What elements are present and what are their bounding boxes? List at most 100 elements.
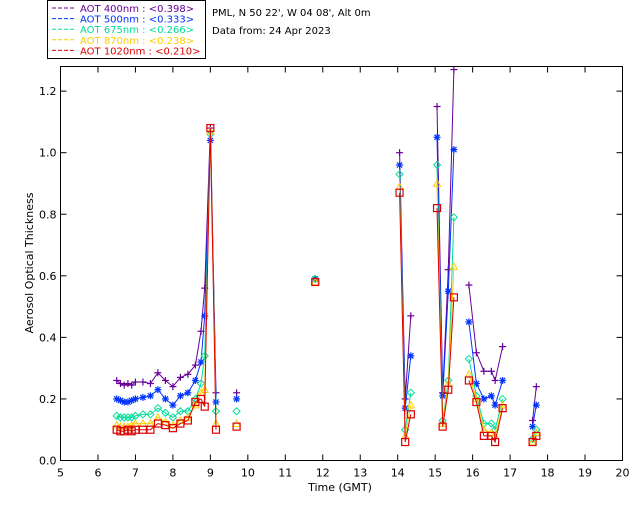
data-point-1020-0-17 [211,425,221,434]
data-point-400-0-1 [116,380,124,388]
series-line-1020-3 [399,192,412,443]
data-point-1020-5-5 [498,404,507,413]
y-tick-label-0.0: 0.0 [39,455,57,468]
data-point-400-5-3 [487,367,495,375]
data-point-675-0-2 [119,413,129,422]
data-point-675-3-0 [395,170,404,179]
data-point-870-3-2 [406,400,416,409]
data-point-500-0-12 [184,389,192,397]
data-point-1020-4-0 [432,203,442,213]
data-point-1020-3-2 [406,410,415,419]
data-point-400-6-1 [532,383,540,391]
y-tick-label-0.8: 0.8 [39,208,57,221]
x-tick-label-20: 20 [616,467,630,480]
data-point-500-6-0 [529,423,537,431]
data-point-500-0-8 [154,386,162,394]
y-tick-label-1.2: 1.2 [39,85,57,98]
data-point-500-0-5 [131,395,139,403]
data-point-400-0-10 [169,383,177,391]
data-point-400-0-5 [131,378,139,386]
x-tick-label-14: 14 [391,467,405,480]
data-point-870-2-0 [310,277,320,286]
data-point-400-0-3 [124,380,132,388]
x-tick-label-12: 12 [316,467,330,480]
data-point-675-0-6 [138,410,148,419]
data-point-400-0-0 [113,376,121,384]
data-point-400-1-0 [233,389,241,397]
data-point-1020-5-1 [472,397,481,407]
x-tick-label-17: 17 [503,467,517,480]
legend-entry-500: AOT 500nm : <0.333> [80,15,194,26]
data-point-400-5-1 [472,349,480,357]
date-label: Data from: 24 Apr 2023 [212,26,331,37]
data-point-1020-5-0 [464,376,473,385]
x-tick-label-5: 5 [57,467,64,480]
legend-entry-870: AOT 870nm : <0.238> [80,36,194,47]
data-point-1020-0-15 [200,402,209,411]
data-point-500-4-3 [450,146,458,154]
data-point-1020-1-0 [232,422,241,431]
data-point-400-0-8 [154,369,162,377]
data-point-1020-0-16 [206,123,215,133]
data-point-870-4-3 [449,262,459,270]
legend-entry-400: AOT 400nm : <0.398> [80,4,194,15]
data-point-870-4-0 [432,178,442,187]
data-point-400-0-6 [139,378,147,386]
data-point-500-0-9 [161,395,169,403]
data-point-1020-5-4 [491,437,500,447]
data-point-500-5-3 [487,392,495,400]
x-tick-label-10: 10 [241,467,255,480]
data-point-500-3-0 [396,161,404,169]
data-point-500-6-1 [532,401,540,409]
data-point-1020-4-1 [438,422,447,431]
y-tick-label-1.0: 1.0 [39,147,57,160]
data-point-400-4-3 [450,66,458,74]
data-point-675-0-9 [161,408,170,417]
data-point-400-3-0 [396,149,404,157]
data-point-400-5-2 [480,367,488,375]
data-point-400-5-5 [499,343,507,351]
y-tick-label-0.4: 0.4 [39,331,57,344]
data-point-400-0-9 [161,376,169,384]
series-line-870-5 [468,374,504,437]
data-point-675-0-3 [123,413,133,422]
legend-entry-1020: AOT 1020nm : <0.210> [80,46,200,57]
data-point-500-5-2 [480,395,488,403]
data-point-675-4-0 [432,160,442,170]
data-point-675-0-14 [196,379,206,388]
data-point-675-0-1 [116,413,125,422]
x-tick-label-11: 11 [278,467,292,480]
data-point-1020-6-1 [532,431,541,440]
data-point-400-5-0 [465,281,473,289]
x-tick-label-6: 6 [94,467,101,480]
data-point-400-0-7 [146,380,154,388]
data-point-500-5-0 [465,318,473,326]
series-line-500-5 [468,321,504,407]
data-point-400-6-0 [529,416,537,424]
data-point-675-0-11 [176,407,185,416]
x-tick-label-18: 18 [541,467,555,480]
legend: AOT 400nm : <0.398>AOT 500nm : <0.333> AO… [47,0,206,59]
x-tick-label-16: 16 [466,467,480,480]
data-point-500-4-0 [433,133,441,141]
data-point-400-0-11 [176,373,184,381]
data-point-675-1-0 [232,407,241,416]
y-axis-label: Aerosol Optical Thickness [23,192,36,333]
data-point-500-3-2 [407,352,415,360]
data-point-500-0-11 [176,392,184,400]
data-point-500-0-15 [201,312,209,320]
data-point-500-4-2 [444,287,452,295]
series-line-500-4 [436,137,455,396]
y-tick-label-0.6: 0.6 [39,270,57,283]
x-tick-label-13: 13 [353,467,367,480]
data-point-1020-0-14 [196,394,206,404]
x-tick-label-8: 8 [169,467,176,480]
x-tick-label-9: 9 [207,467,214,480]
data-point-870-0-13 [191,400,200,409]
data-point-675-2-0 [311,274,320,284]
data-point-400-5-4 [491,376,499,384]
series-line-500-6 [532,405,537,427]
data-point-500-5-5 [499,376,507,384]
data-point-675-0-15 [200,351,209,361]
